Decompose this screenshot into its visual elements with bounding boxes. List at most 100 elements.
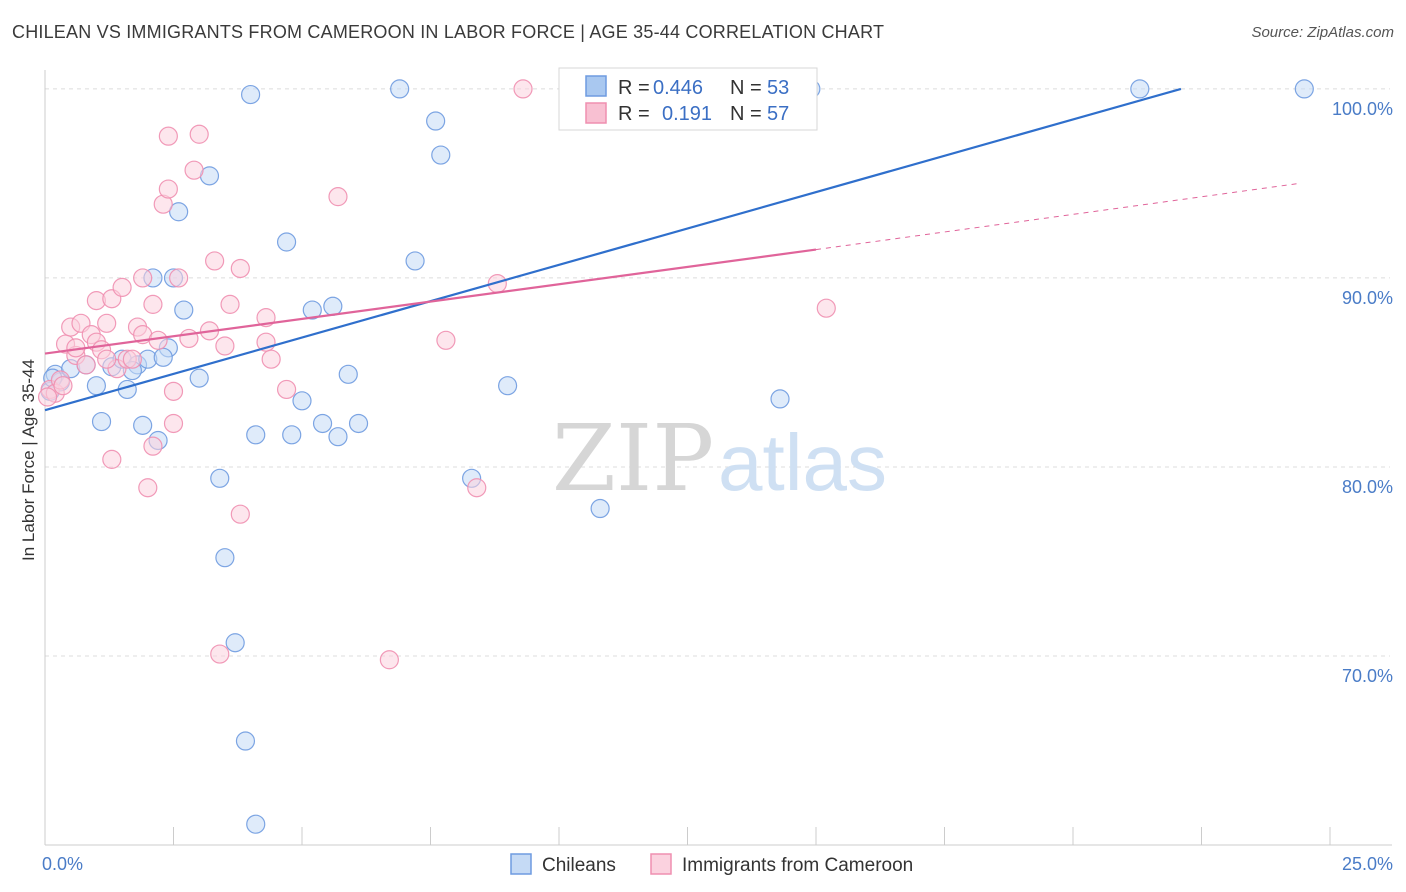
point-cameroon-47: [379, 650, 399, 670]
watermark: ZIP atlas: [552, 405, 887, 512]
point-chileans-30: [302, 300, 322, 320]
y-tick-label-2: 80.0%: [1342, 477, 1393, 497]
trend-line-chileans: [44, 87, 1182, 412]
point-chileans-27: [276, 232, 297, 252]
point-chileans-20: [210, 468, 230, 488]
point-cameroon-51: [513, 79, 533, 99]
y-tick-label-1: 90.0%: [1342, 288, 1393, 308]
point-cameroon-14: [102, 449, 122, 469]
legend-r-value-2: 0.191: [662, 103, 712, 125]
point-cameroon-45: [276, 379, 297, 400]
point-cameroon-29: [163, 381, 184, 401]
y-tick-label-0: 100.0%: [1332, 99, 1393, 119]
point-cameroon-24: [143, 436, 163, 456]
point-chileans-24: [241, 84, 261, 105]
series-legend-swatch-chileans: [510, 853, 532, 875]
trend-extension-cameroon: [815, 182, 1300, 251]
point-chileans-36: [390, 79, 410, 99]
point-chileans-23: [235, 731, 256, 751]
point-chileans-52: [153, 347, 173, 367]
point-cameroon-41: [230, 504, 250, 524]
legend-n-value-2: 57: [767, 103, 789, 125]
legend-n-label-2: N =: [730, 103, 762, 125]
y-axis-label: In Labor Force | Age 35-44: [19, 359, 38, 561]
grid-lines: [45, 88, 1390, 657]
point-cameroon-28: [158, 126, 178, 146]
point-chileans-33: [328, 427, 348, 447]
x-tick-label-1: 25.0%: [1342, 854, 1393, 874]
chart-title: CHILEAN VS IMMIGRANTS FROM CAMEROON IN L…: [12, 22, 885, 42]
point-cameroon-38: [215, 336, 235, 356]
legend-swatch-blue: [585, 75, 607, 97]
point-cameroon-34: [189, 124, 209, 144]
y-tick-label-3: 70.0%: [1342, 666, 1393, 686]
point-cameroon-25: [148, 330, 168, 350]
point-chileans-31: [312, 413, 333, 434]
point-cameroon-23: [143, 294, 163, 314]
point-cameroon-39: [220, 294, 240, 314]
point-chileans-26: [246, 425, 266, 445]
source-credit: Source: ZipAtlas.com: [1251, 24, 1394, 41]
point-cameroon-56: [53, 376, 73, 396]
point-chileans-41: [498, 376, 518, 396]
point-chileans-5: [91, 411, 112, 432]
point-chileans-28: [282, 425, 302, 445]
point-chileans-48: [1294, 79, 1314, 99]
point-cameroon-7: [76, 355, 96, 375]
point-cameroon-46: [328, 187, 348, 207]
point-chileans-16: [169, 202, 189, 222]
point-cameroon-16: [112, 277, 132, 297]
series-legend: Chileans Immigrants from Cameroon: [510, 853, 913, 876]
legend-r-label-2: R =: [618, 103, 650, 125]
watermark-atlas: atlas: [718, 418, 887, 507]
x-tick-label-0: 0.0%: [42, 854, 83, 874]
point-chileans-25: [246, 814, 266, 834]
series-legend-label-chileans: Chileans: [542, 855, 616, 876]
point-chileans-47: [1130, 79, 1150, 99]
point-cameroon-55: [37, 387, 58, 407]
legend-swatch-pink: [585, 102, 607, 124]
point-cameroon-44: [261, 349, 281, 369]
trend-lines: [44, 87, 1300, 412]
legend-r-label-1: R =: [618, 77, 650, 99]
series-legend-label-cameroon: Immigrants from Cameroon: [682, 855, 913, 876]
point-chileans-38: [426, 111, 446, 131]
point-chileans-45: [770, 389, 790, 409]
point-cameroon-22: [138, 478, 158, 498]
axes: [44, 70, 1392, 846]
point-cameroon-18: [122, 349, 142, 369]
legend-r-value-1: 0.446: [653, 77, 703, 99]
point-cameroon-30: [163, 413, 184, 434]
point-cameroon-33: [184, 160, 204, 180]
point-chileans-42: [590, 498, 610, 519]
point-chileans-4: [86, 376, 107, 396]
point-chileans-29: [292, 391, 312, 411]
point-cameroon-52: [816, 298, 836, 318]
point-cameroon-40: [230, 258, 250, 279]
legend-n-value-1: 53: [767, 77, 789, 99]
point-chileans-17: [174, 300, 194, 320]
point-cameroon-36: [205, 251, 225, 271]
tick-labels: 100.0% 90.0% 80.0% 70.0% 0.0% 25.0%: [42, 99, 1393, 874]
trend-line-cameroon: [44, 248, 817, 355]
series-legend-swatch-cameroon: [650, 853, 672, 875]
point-cameroon-48: [436, 330, 456, 350]
point-chileans-10: [133, 415, 153, 435]
point-chileans-21: [215, 548, 235, 568]
point-cameroon-12: [97, 313, 117, 333]
point-chileans-37: [405, 251, 425, 271]
point-chileans-34: [338, 364, 358, 384]
point-cameroon-49: [467, 478, 487, 498]
point-chileans-39: [431, 145, 451, 165]
point-chileans-32: [323, 296, 343, 316]
point-cameroon-54: [97, 349, 117, 369]
point-chileans-22: [225, 633, 245, 653]
correlation-legend: R = 0.446 N = 53 R = 0.191 N = 57: [558, 67, 818, 131]
watermark-zip: ZIP: [552, 405, 714, 512]
point-chileans-18: [189, 368, 209, 388]
legend-n-label-1: N =: [730, 77, 762, 99]
point-cameroon-27: [158, 179, 178, 199]
point-cameroon-37: [210, 644, 230, 664]
point-cameroon-31: [169, 268, 189, 288]
